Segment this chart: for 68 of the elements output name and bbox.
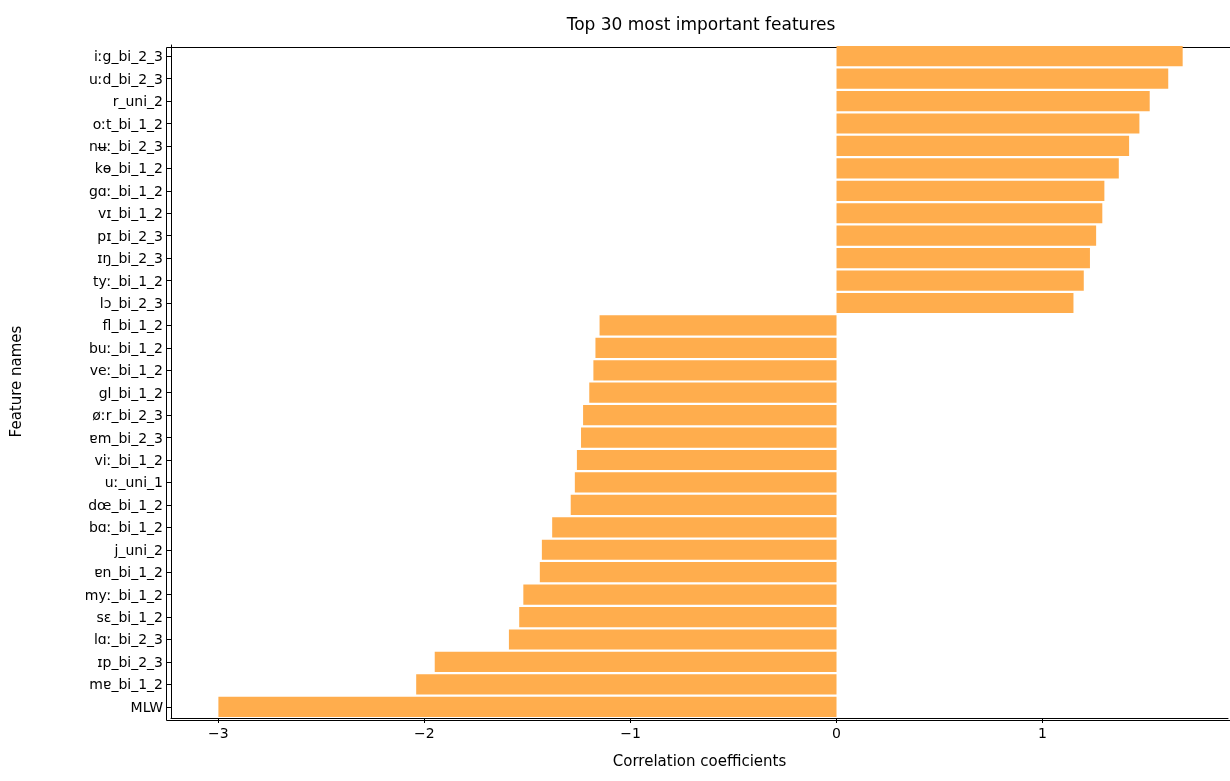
y-tick-label: nʉː_bi_2_3 bbox=[88, 137, 163, 154]
y-tick-label: oːt_bi_1_2 bbox=[92, 115, 163, 132]
bar bbox=[836, 46, 1183, 67]
bar bbox=[593, 360, 837, 381]
bar bbox=[836, 113, 1140, 134]
bar bbox=[583, 405, 837, 426]
bar bbox=[599, 315, 837, 336]
y-tick-label: bɑː_bi_1_2 bbox=[88, 519, 163, 536]
bar bbox=[595, 337, 837, 358]
bar bbox=[434, 651, 837, 673]
bar bbox=[552, 517, 837, 538]
y-tick-label: dœ_bi_1_2 bbox=[88, 496, 163, 513]
y-tick-label: tyː_bi_1_2 bbox=[92, 272, 163, 289]
bar bbox=[541, 539, 837, 560]
bar bbox=[836, 270, 1084, 291]
x-tick-label: 0 bbox=[832, 725, 841, 741]
y-tick-label: ɪŋ_bi_2_3 bbox=[97, 250, 163, 267]
y-tick-label: gɑː_bi_1_2 bbox=[88, 182, 163, 199]
bar bbox=[570, 494, 837, 515]
y-tick-label: veː_bi_1_2 bbox=[89, 362, 163, 379]
y-tick-label: r_uni_2 bbox=[112, 93, 163, 110]
y-tick-label: lɑː_bi_2_3 bbox=[93, 631, 163, 648]
bar bbox=[836, 203, 1103, 224]
y-tick-label: øːr_bi_2_3 bbox=[92, 407, 163, 424]
y-tick-label: ɐn_bi_1_2 bbox=[94, 564, 163, 581]
x-tick-label: −3 bbox=[208, 725, 229, 741]
y-tick-label: ɐm_bi_2_3 bbox=[89, 429, 163, 446]
bar bbox=[836, 225, 1097, 246]
chart-title: Top 30 most important features bbox=[565, 13, 836, 34]
y-tick-label: MLW bbox=[130, 698, 164, 715]
bar bbox=[574, 472, 837, 493]
bar bbox=[581, 427, 837, 448]
y-tick-label: gl_bi_1_2 bbox=[98, 384, 163, 401]
bar bbox=[589, 382, 837, 403]
y-tick-label: buː_bi_1_2 bbox=[88, 339, 163, 356]
bar bbox=[539, 562, 837, 583]
y-tick-label: kɵ_bi_1_2 bbox=[94, 160, 163, 177]
bar bbox=[836, 90, 1150, 112]
y-tick-label: lɔ_bi_2_3 bbox=[99, 294, 163, 311]
y-tick-label: sɛ_bi_1_2 bbox=[96, 609, 163, 626]
bar bbox=[836, 68, 1169, 89]
bar bbox=[508, 629, 837, 650]
x-tick-label: −1 bbox=[620, 725, 641, 741]
bar bbox=[836, 292, 1074, 314]
bar bbox=[416, 674, 837, 695]
y-tick-label: pɪ_bi_2_3 bbox=[97, 227, 163, 244]
y-tick-label: myː_bi_1_2 bbox=[84, 586, 163, 603]
x-axis-title: Correlation coefficients bbox=[612, 751, 787, 770]
bar bbox=[218, 696, 837, 717]
bar bbox=[519, 606, 837, 628]
y-tick-label: uː_uni_1 bbox=[104, 474, 163, 491]
bar bbox=[836, 135, 1130, 157]
y-tick-label: uːd_bi_2_3 bbox=[88, 70, 163, 87]
bar bbox=[836, 248, 1090, 269]
y-tick-label: iːg_bi_2_3 bbox=[93, 48, 163, 65]
y-tick-label: j_uni_2 bbox=[113, 541, 163, 558]
x-tick-label: 1 bbox=[1038, 725, 1048, 741]
y-axis-title: Feature names bbox=[6, 325, 25, 438]
x-tick-label: −2 bbox=[414, 725, 435, 741]
y-tick-label: viː_bi_1_2 bbox=[94, 452, 163, 469]
y-tick-label: vɪ_bi_1_2 bbox=[97, 205, 163, 222]
bar bbox=[836, 180, 1105, 201]
bar bbox=[576, 449, 837, 471]
y-tick-label: fl_bi_1_2 bbox=[102, 317, 163, 334]
y-tick-label: ɪp_bi_2_3 bbox=[97, 653, 163, 670]
bar bbox=[523, 584, 837, 605]
bar bbox=[836, 158, 1119, 179]
y-tick-label: mɐ_bi_1_2 bbox=[89, 676, 163, 693]
